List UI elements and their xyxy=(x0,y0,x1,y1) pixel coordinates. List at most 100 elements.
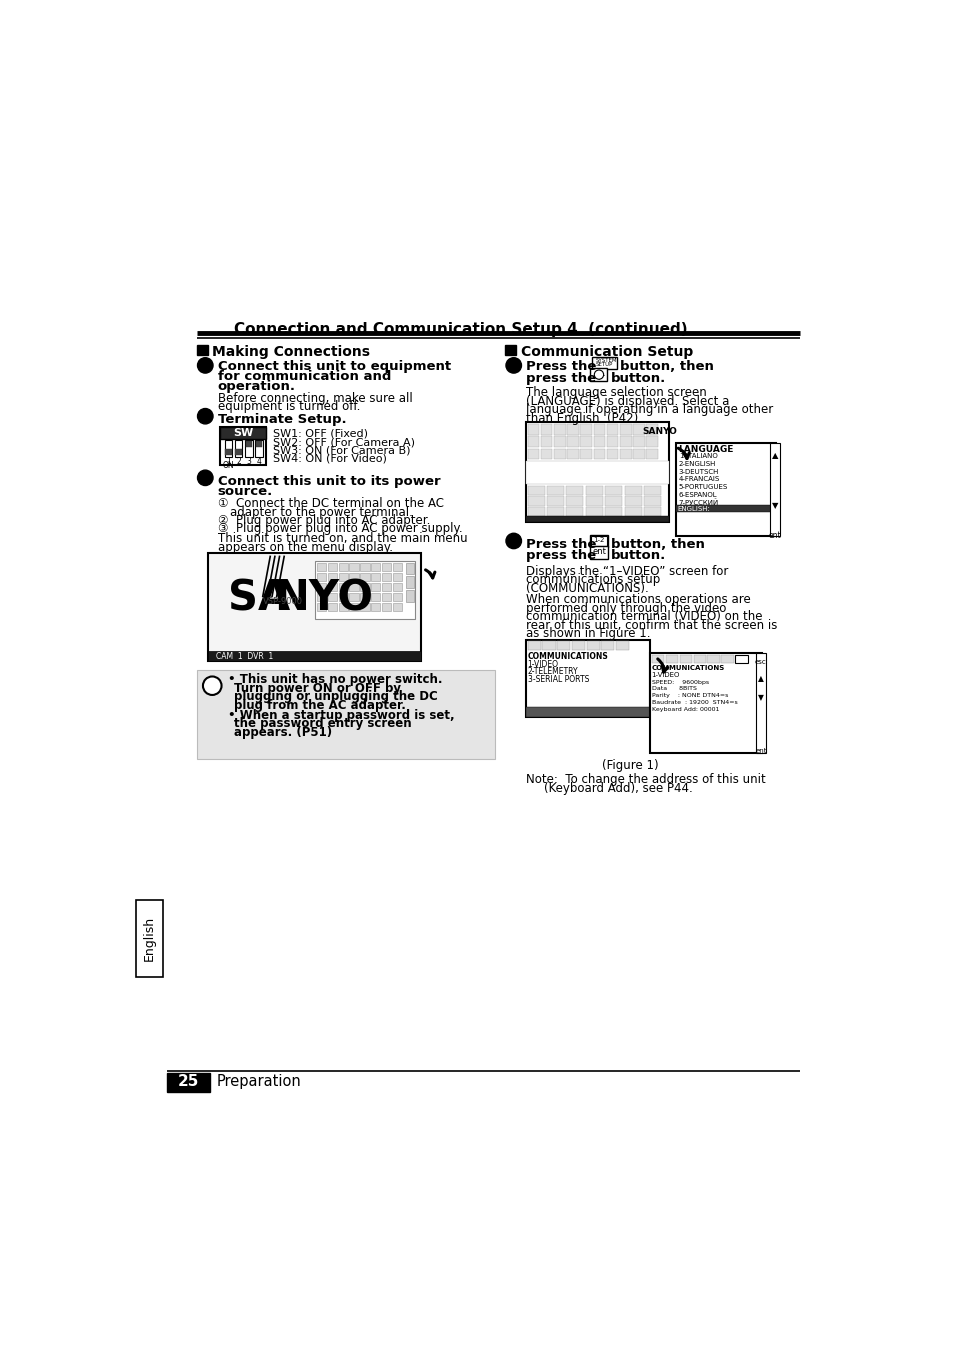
Bar xyxy=(136,900,163,977)
Text: plug from the AC adapter.: plug from the AC adapter. xyxy=(233,698,405,712)
Text: SW: SW xyxy=(233,428,253,438)
Bar xyxy=(643,496,660,505)
Bar xyxy=(235,450,241,455)
Text: ②  Plug power plug into AC adapter.: ② Plug power plug into AC adapter. xyxy=(217,513,430,527)
Text: Connect this unit to equipment: Connect this unit to equipment xyxy=(217,359,451,373)
Bar xyxy=(567,436,578,447)
Text: (LANGUAGE) is displayed. Select a: (LANGUAGE) is displayed. Select a xyxy=(525,394,729,408)
Text: Communication Setup: Communication Setup xyxy=(520,345,692,358)
Bar xyxy=(579,436,592,447)
Bar xyxy=(525,516,669,523)
Text: 4-FRANCAIS: 4-FRANCAIS xyxy=(679,477,720,482)
Bar xyxy=(651,655,663,663)
Bar xyxy=(255,440,261,447)
Bar xyxy=(371,603,380,611)
Text: 3-DEUTSCH: 3-DEUTSCH xyxy=(679,469,719,474)
Text: ▲: ▲ xyxy=(758,674,763,684)
Bar xyxy=(542,642,555,650)
Text: as shown in Figure 1.: as shown in Figure 1. xyxy=(525,627,650,640)
Bar xyxy=(360,573,369,581)
Text: Press the: Press the xyxy=(525,359,596,373)
Text: press the: press the xyxy=(525,372,596,385)
Bar xyxy=(527,496,544,505)
Text: This unit is turned on, and the main menu: This unit is turned on, and the main men… xyxy=(217,532,467,546)
Text: Displays the “1–VIDEO” screen for: Displays the “1–VIDEO” screen for xyxy=(525,565,728,578)
Bar xyxy=(220,427,266,439)
Text: Preparation: Preparation xyxy=(216,1074,301,1089)
Bar xyxy=(360,603,369,611)
Bar xyxy=(633,436,644,447)
Bar xyxy=(208,651,421,661)
Text: ent: ent xyxy=(768,531,781,540)
Bar xyxy=(328,603,336,611)
Text: Keyboard Add: 00001: Keyboard Add: 00001 xyxy=(651,708,719,712)
Text: ①  Connect the DC terminal on the AC: ① Connect the DC terminal on the AC xyxy=(217,497,443,511)
Circle shape xyxy=(197,470,213,485)
Bar xyxy=(756,654,765,754)
Bar xyxy=(604,496,621,505)
Bar xyxy=(527,507,544,516)
Bar xyxy=(769,443,779,535)
Bar xyxy=(381,582,391,590)
Bar xyxy=(571,642,584,650)
Text: • When a startup password is set,: • When a startup password is set, xyxy=(228,709,454,721)
Text: 2-TELEMETRY: 2-TELEMETRY xyxy=(527,667,578,677)
Bar xyxy=(566,507,583,516)
Bar xyxy=(527,424,538,435)
Bar xyxy=(633,449,644,459)
Text: adapter to the power terminal.: adapter to the power terminal. xyxy=(230,505,413,519)
Bar xyxy=(643,485,660,494)
Text: ON: ON xyxy=(223,461,234,470)
Bar xyxy=(616,642,629,650)
Bar xyxy=(220,427,266,466)
Text: 7-РУССКИЙ: 7-РУССКИЙ xyxy=(679,500,719,507)
Text: esc: esc xyxy=(754,659,766,665)
Bar xyxy=(606,449,618,459)
Bar xyxy=(624,485,641,494)
Bar xyxy=(349,562,358,571)
Text: than English. (P42): than English. (P42) xyxy=(525,412,638,424)
Circle shape xyxy=(203,677,221,694)
Bar xyxy=(328,582,336,590)
Text: Data      8BITS: Data 8BITS xyxy=(651,686,696,692)
Bar xyxy=(604,485,621,494)
Bar xyxy=(624,507,641,516)
Bar xyxy=(360,562,369,571)
Text: communications setup: communications setup xyxy=(525,573,659,586)
Text: 2: 2 xyxy=(509,538,517,549)
Bar xyxy=(338,593,348,601)
Bar xyxy=(393,573,402,581)
Text: 1-2: 1-2 xyxy=(593,538,604,543)
Bar xyxy=(338,562,348,571)
Bar xyxy=(371,593,380,601)
Bar xyxy=(316,593,326,601)
Text: Baudrate  : 19200  STN4=s: Baudrate : 19200 STN4=s xyxy=(651,700,737,705)
Bar xyxy=(196,345,208,355)
Bar xyxy=(371,562,380,571)
Bar xyxy=(593,424,604,435)
Bar xyxy=(254,440,262,457)
Bar xyxy=(645,424,658,435)
Bar xyxy=(505,345,516,355)
Bar xyxy=(196,670,495,759)
Text: 1: 1 xyxy=(509,362,517,373)
Bar xyxy=(675,443,776,535)
Text: Before connecting, make sure all: Before connecting, make sure all xyxy=(217,392,412,404)
Bar xyxy=(381,593,391,601)
Bar xyxy=(314,561,415,619)
Bar xyxy=(540,436,552,447)
Text: SYSTEM: SYSTEM xyxy=(596,358,617,362)
Bar xyxy=(540,449,552,459)
Text: operation.: operation. xyxy=(217,380,295,393)
Text: Parity    : NONE DTN4=s: Parity : NONE DTN4=s xyxy=(651,693,727,698)
Text: SPEED:    9600bps: SPEED: 9600bps xyxy=(651,680,708,685)
Bar xyxy=(527,436,538,447)
Bar xyxy=(316,582,326,590)
Text: The language selection screen: The language selection screen xyxy=(525,386,706,399)
Text: Making Connections: Making Connections xyxy=(212,345,370,358)
Text: 2-ENGLISH: 2-ENGLISH xyxy=(679,461,716,467)
Bar xyxy=(546,507,563,516)
Bar xyxy=(525,423,669,523)
Text: appears on the menu display.: appears on the menu display. xyxy=(217,540,393,554)
Bar xyxy=(328,593,336,601)
